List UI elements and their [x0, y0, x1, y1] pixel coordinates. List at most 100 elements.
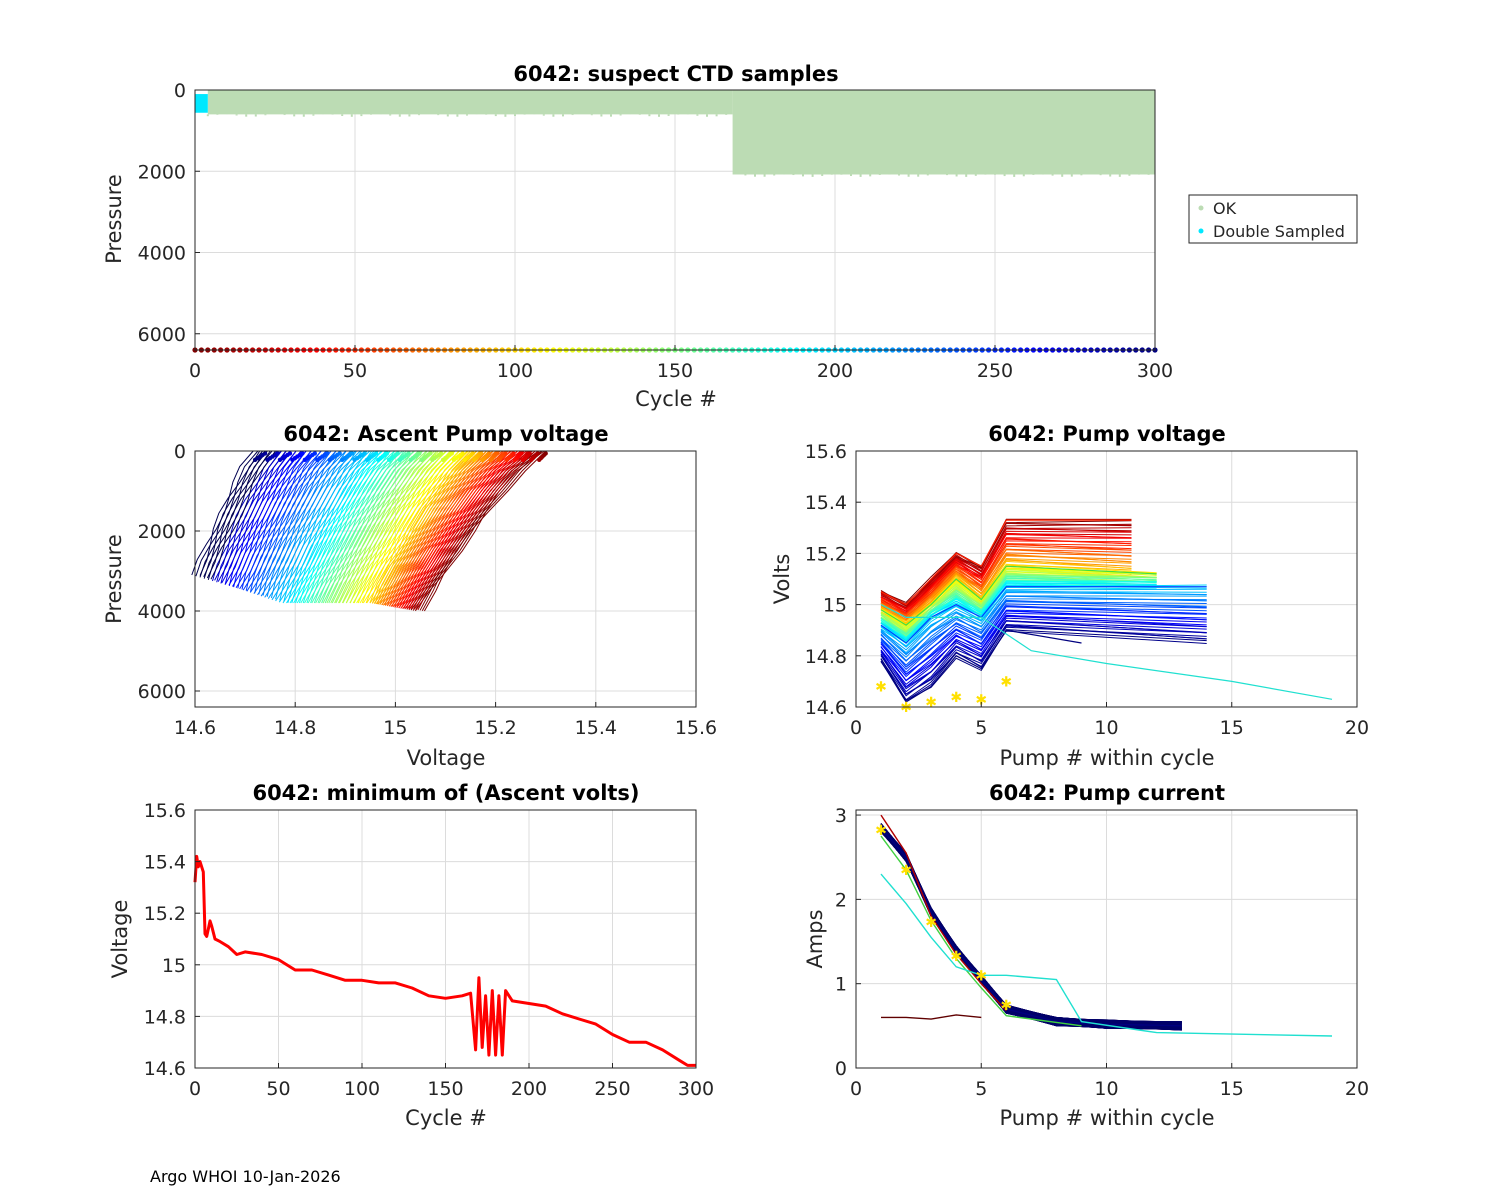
legend-double-sampled-label: Double Sampled [1213, 222, 1345, 241]
pumpv-ytick-label: 14.6 [805, 697, 847, 719]
ascent-profile-line [342, 450, 437, 604]
ascent-surface-point [376, 457, 381, 462]
pumpv-xtick-label: 0 [850, 717, 862, 739]
minvolt-xtick-label: 100 [344, 1078, 380, 1100]
pumpv-star-marker: ✱ [1000, 674, 1012, 690]
ctd-legend-box [1188, 194, 1358, 244]
ascent-profile-line [423, 450, 547, 612]
pumpv-ytick-label: 15.2 [805, 543, 847, 565]
ascent-ytick-label: 6000 [138, 681, 186, 703]
ascent-profile-line [293, 450, 387, 604]
ascent-surface-point [386, 457, 392, 462]
ascent-ytick-label: 0 [174, 441, 186, 463]
ascent-profile-line [289, 450, 383, 604]
ascent-profile-line [246, 450, 327, 592]
ascent-profile-line [258, 450, 332, 595]
ctd-xtick-label: 50 [343, 360, 367, 382]
pumpv-cycle-line [880, 590, 1207, 654]
ascent-profile-line [381, 450, 494, 606]
pumpv-cycle-line [880, 518, 1132, 607]
ctd-ytick-label: 4000 [138, 243, 186, 265]
current-ytick-label: 1 [835, 974, 847, 996]
ascent-profile-line [282, 450, 375, 604]
current-xtick-label: 10 [1094, 1078, 1118, 1100]
ascent-profile-line [296, 450, 391, 604]
ascent-profile-line [362, 450, 465, 604]
ascent-surface-point [265, 457, 270, 462]
ascent-surface-point [430, 457, 435, 462]
pumpv-ytick-label: 15 [823, 595, 847, 617]
pumpv-xtick-label: 20 [1345, 717, 1369, 739]
pumpv-star-marker: ✱ [925, 695, 937, 711]
ascent-profile-line [313, 450, 400, 604]
current-series-line [880, 835, 1082, 1027]
ascent-profile-line [266, 450, 342, 597]
ascent-surface-point [488, 457, 493, 462]
pumpv-xlabel: Pump # within cycle [1000, 746, 1215, 770]
ctd-ytick-label: 6000 [138, 324, 186, 346]
pumpv-cycle-line [880, 580, 1157, 643]
pumpv-ytick-label: 15.6 [805, 441, 847, 463]
minvolt-ytick-label: 15.6 [144, 800, 186, 822]
minvolt-ylabel: Voltage [108, 900, 132, 979]
minvolt-xtick-label: 150 [427, 1078, 463, 1100]
pumpv-cycle-line [880, 617, 1207, 688]
ascent-profile-line [310, 450, 396, 604]
ascent-profile-line [254, 450, 327, 594]
ctd-ok-samples [207, 90, 733, 115]
ctd-double-sampled-samples [195, 94, 208, 113]
ascent-profile-line [278, 450, 371, 603]
minvolt-ytick-label: 15 [162, 955, 186, 977]
pumpv-series-line [880, 565, 1157, 626]
ascent-profile-line [206, 450, 271, 579]
pumpv-cycle-line [880, 605, 1207, 673]
ascent-profile-line [356, 450, 456, 604]
ascent-profile-line [326, 450, 423, 604]
current-star-marker: ✱ [975, 968, 987, 984]
ascent-ytick-label: 2000 [138, 521, 186, 543]
pumpv-cycle-line [880, 537, 1132, 610]
ascent-profile-line [253, 450, 337, 594]
ascent-profile-line [365, 450, 464, 604]
current-series-line [881, 1014, 982, 1020]
pumpv-star-marker: ✱ [975, 692, 987, 708]
ascent-profile-line [330, 450, 427, 604]
current-ytick-label: 2 [835, 889, 847, 911]
pumpv-series-line [880, 519, 1132, 606]
ascent-surface-point [315, 457, 320, 462]
pumpv-ytick-label: 15.4 [805, 492, 847, 514]
ascent-profile-line [217, 450, 287, 582]
pumpv-cycle-line [880, 591, 1207, 647]
minvolt-xtick-label: 50 [266, 1078, 290, 1100]
ctd-ylabel: Pressure [102, 174, 126, 264]
ascent-profile-line [328, 450, 419, 604]
ascent-xtick-label: 15.2 [474, 717, 516, 739]
ascent-profile-line [349, 450, 447, 604]
current-xtick-label: 5 [975, 1078, 987, 1100]
ascent-profile-line [199, 450, 261, 576]
current-star-marker: ✱ [925, 915, 937, 931]
ascent-profile-line [221, 450, 292, 584]
ascent-profile-line [257, 450, 342, 596]
pumpv-star-marker: ✱ [875, 680, 887, 696]
ascent-surface-point [512, 457, 518, 462]
ascent-profile-line [359, 450, 460, 604]
ascent-profile-line [394, 450, 516, 608]
minvolt-xtick-label: 300 [678, 1078, 714, 1100]
ascent-profile-line [331, 450, 423, 604]
ascent-profile-line [270, 450, 347, 599]
ascent-xtick-label: 14.8 [274, 717, 316, 739]
minvolt-xtick-label: 200 [511, 1078, 547, 1100]
current-series-line [880, 873, 1333, 1037]
ascent-profile-line [203, 450, 266, 578]
minvolt-xtick-label: 0 [189, 1078, 201, 1100]
ascent-surface-point [327, 457, 332, 462]
ascent-xtick-label: 15.6 [675, 717, 717, 739]
ctd-ytick-label: 2000 [138, 161, 186, 183]
ctd-axes-frame [194, 89, 1156, 351]
ascent-surface-point [302, 457, 308, 462]
ascent-profile-line [335, 450, 428, 604]
ascent-profile-line [379, 450, 491, 605]
ascent-surface-point [504, 457, 509, 462]
ascent-profile-line [298, 450, 382, 604]
